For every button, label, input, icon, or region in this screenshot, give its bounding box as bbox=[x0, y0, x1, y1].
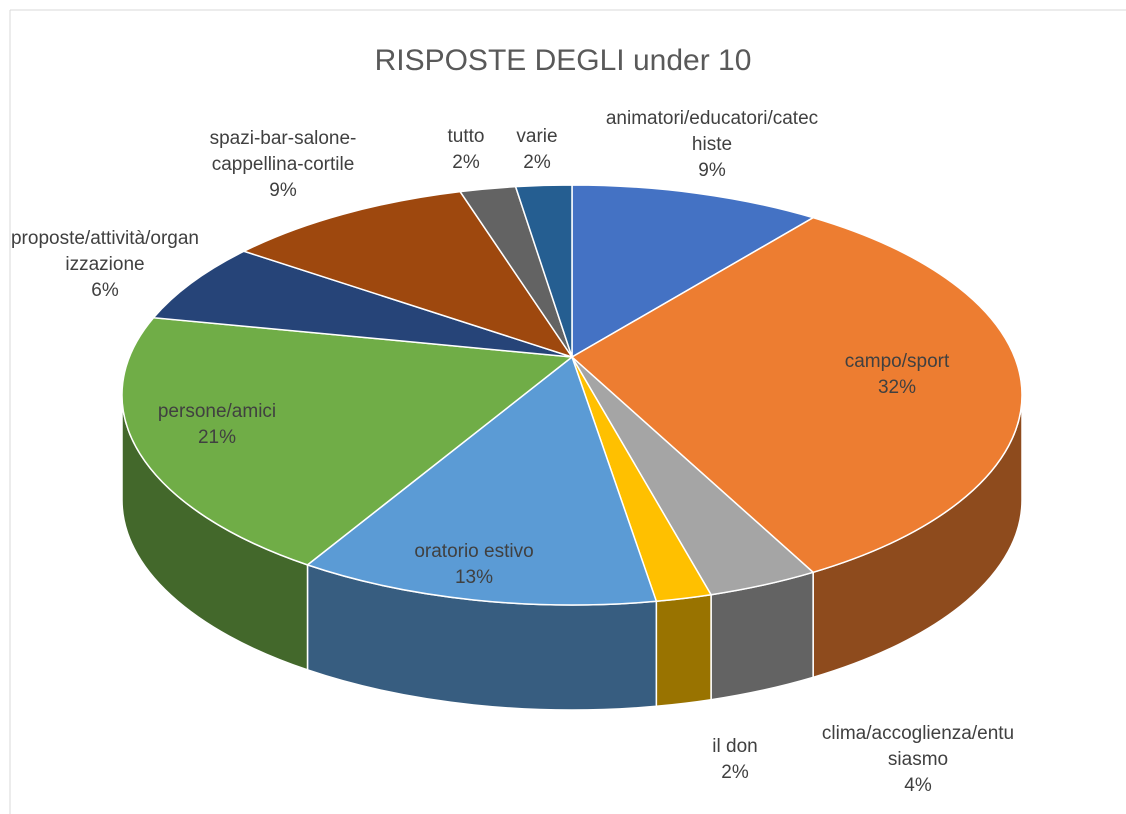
slice-side bbox=[655, 593, 712, 708]
data-label: spazi-bar-salone-cappellina-cortile 9% bbox=[183, 126, 383, 204]
label-name: animatori/educatori/catechiste bbox=[605, 108, 819, 155]
slice bbox=[570, 216, 1023, 574]
slice bbox=[514, 184, 573, 358]
label-name: il don bbox=[712, 736, 758, 757]
label-name: oratorio estivo bbox=[414, 541, 534, 562]
slice bbox=[571, 184, 816, 359]
slice bbox=[241, 190, 574, 359]
label-value: 2% bbox=[721, 762, 749, 783]
slice bbox=[121, 316, 574, 566]
label-value: 9% bbox=[269, 180, 297, 201]
label-name: proposte/attività/organizzazione bbox=[10, 228, 199, 275]
label-value: 21% bbox=[197, 427, 237, 448]
label-value: 9% bbox=[698, 160, 726, 181]
label-name: tutto bbox=[447, 126, 485, 147]
data-label: campo/sport 32% bbox=[807, 349, 987, 401]
data-label: varie 2% bbox=[507, 124, 567, 176]
label-value: 2% bbox=[523, 152, 551, 173]
data-label: tutto 2% bbox=[436, 124, 496, 176]
label-name: persone/amici bbox=[157, 401, 277, 422]
label-name: spazi-bar-salone-cappellina-cortile bbox=[209, 128, 357, 175]
data-label: animatori/educatori/catechiste 9% bbox=[602, 106, 822, 184]
data-label: proposte/attività/organizzazione 6% bbox=[10, 226, 200, 304]
label-value: 32% bbox=[877, 377, 917, 398]
slice bbox=[305, 355, 658, 606]
label-name: campo/sport bbox=[844, 351, 950, 372]
slice bbox=[152, 250, 573, 358]
label-name: clima/accoglienza/entusiasmo bbox=[821, 723, 1015, 770]
label-name: varie bbox=[516, 126, 558, 147]
label-value: 4% bbox=[904, 775, 932, 796]
data-label: oratorio estivo 13% bbox=[374, 539, 574, 591]
label-value: 13% bbox=[454, 567, 494, 588]
data-label: persone/amici 21% bbox=[127, 399, 307, 451]
data-label: clima/accoglienza/entusiasmo 4% bbox=[818, 721, 1018, 799]
label-value: 2% bbox=[452, 152, 480, 173]
data-label: il don 2% bbox=[695, 734, 775, 786]
label-value: 6% bbox=[91, 280, 119, 301]
chart-title: RISPOSTE DEGLI under 10 bbox=[374, 44, 752, 77]
